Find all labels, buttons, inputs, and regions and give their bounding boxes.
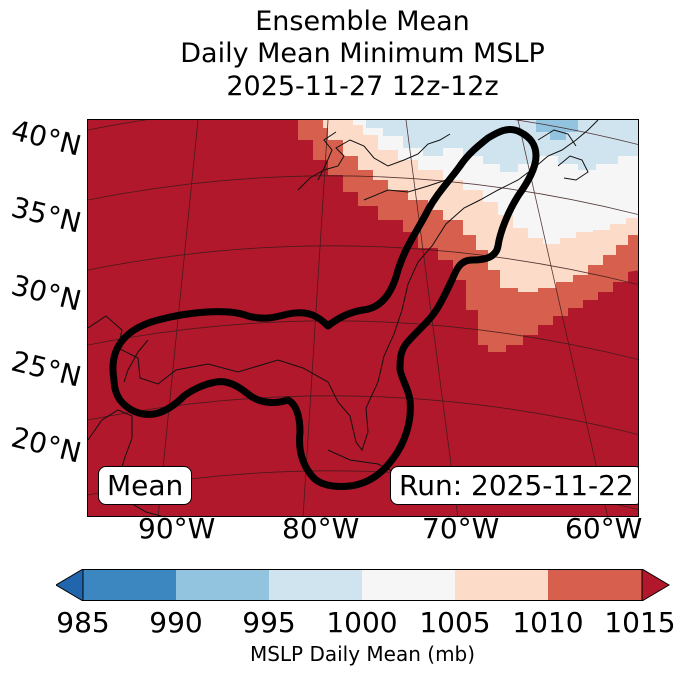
colorbar-seg-995-1000 — [269, 569, 362, 601]
colorbar-under-arrow — [56, 569, 84, 601]
lon-label-90w: 90°W — [138, 512, 216, 545]
colorbar-seg-990-995 — [176, 569, 269, 601]
lon-label-70w: 70°W — [422, 512, 500, 545]
colorbar-over-arrow — [641, 569, 670, 601]
map-svg — [88, 120, 638, 516]
title-line-2: Daily Mean Minimum MSLP — [180, 38, 545, 69]
lat-label-35: 35°N — [8, 190, 85, 240]
colorbar-tick-1005: 1005 — [419, 606, 491, 639]
map-panel: Mean Run: 2025-11-22 — [87, 119, 639, 517]
colorbar-tick-995: 995 — [242, 606, 296, 639]
lon-label-80w: 80°W — [282, 512, 360, 545]
colorbar-seg-1005-1010 — [455, 569, 548, 601]
ensemble-outline-contour — [109, 126, 540, 490]
pressure-field-995-1000 — [366, 120, 638, 172]
colorbar-tick-1000: 1000 — [326, 606, 398, 639]
mean-box: Mean — [98, 466, 193, 505]
title-line-1: Ensemble Mean — [255, 6, 470, 37]
colorbar — [56, 569, 670, 601]
lat-label-25: 25°N — [8, 344, 85, 394]
colorbar-seg-1010-1015 — [548, 569, 642, 601]
lat-label-20: 20°N — [8, 420, 85, 470]
colorbar-tick-990: 990 — [149, 606, 203, 639]
colorbar-tick-1015: 1015 — [604, 606, 676, 639]
lat-label-40: 40°N — [8, 113, 85, 163]
colorbar-label: MSLP Daily Mean (mb) — [249, 642, 476, 666]
title-line-3: 2025-11-27 12z-12z — [226, 71, 499, 102]
lon-label-60w: 60°W — [565, 512, 643, 545]
colorbar-seg-985-990 — [83, 569, 176, 601]
run-date-box: Run: 2025-11-22 — [390, 466, 638, 505]
lat-label-30: 30°N — [8, 268, 85, 318]
colorbar-seg-1000-1005 — [362, 569, 455, 601]
colorbar-tick-985: 985 — [56, 606, 110, 639]
colorbar-tick-1010: 1010 — [512, 606, 584, 639]
